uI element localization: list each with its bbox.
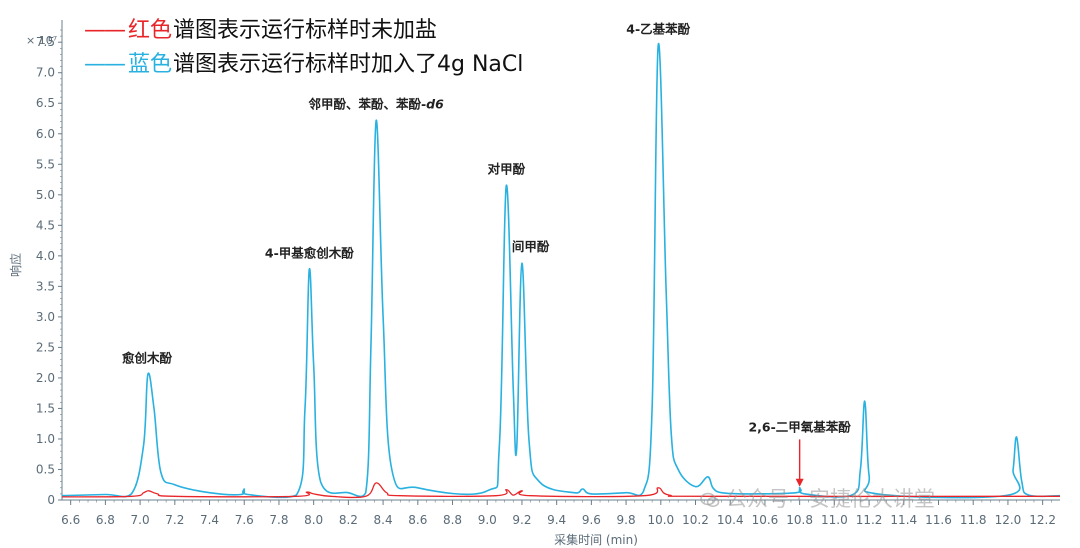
axes: 0 0.5 1.0 1.5 2.0 2.5 3.0 3.5 4.0 4.5 5.0 5.5 6.0 6.5… <box>8 20 1060 547</box>
peak-label: 间甲酚 <box>512 239 550 254</box>
legend-red-text: 谱图表示运行标样时未加盐 <box>173 18 438 43</box>
x-tick-label: 9.2 <box>512 513 531 527</box>
x-tick-label: 10.2 <box>682 513 709 527</box>
x-tick-label: 11.6 <box>925 513 952 527</box>
y-tick-label: 1.5 <box>36 401 55 415</box>
y-tick-label: 6.5 <box>36 96 55 110</box>
x-tick-label: 8.6 <box>408 513 427 527</box>
x-tick-label: 12.2 <box>1029 513 1056 527</box>
x-tick-label: 8.8 <box>443 513 462 527</box>
peak-label: 2,6-二甲氧基苯酚 <box>748 419 851 434</box>
y-multiplier: × 10⁷ <box>26 34 57 47</box>
y-tick-label: 0 <box>47 493 55 507</box>
watermark: 公众号 · 安捷伦大讲堂 <box>700 483 935 513</box>
x-tick-label: 12.0 <box>995 513 1022 527</box>
x-tick-label: 8.4 <box>374 513 393 527</box>
legend-red: —— 红色谱图表示运行标样时未加盐 <box>84 12 437 44</box>
legend-red-dash: —— <box>84 18 126 43</box>
annotation-arrow-head <box>795 478 804 487</box>
legend-blue-dash: —— <box>84 52 126 77</box>
y-axis-label: 响应 <box>8 253 23 277</box>
x-tick-label: 11.0 <box>821 513 848 527</box>
peak-label: 愈创木酚 <box>122 350 173 365</box>
x-tick-label: 7.6 <box>235 513 254 527</box>
y-tick-label: 5.0 <box>36 188 55 202</box>
y-tick-label: 4.5 <box>36 218 55 232</box>
y-tick-label: 7.5 <box>36 35 55 49</box>
x-tick-label: 7.8 <box>269 513 288 527</box>
x-tick-label: 7.0 <box>131 513 150 527</box>
peak-label: 4-甲基愈创木酚 <box>265 245 354 260</box>
y-tick-label: 6.0 <box>36 127 55 141</box>
y-tick-label: 2.0 <box>36 371 55 385</box>
x-tick-label: 6.8 <box>96 513 115 527</box>
blue-trace <box>61 42 1061 499</box>
peak-label: 对甲酚 <box>488 162 526 177</box>
x-tick-label: 9.6 <box>582 513 601 527</box>
x-tick-label: 10.4 <box>717 513 744 527</box>
legend-red-color-name: 红色 <box>128 18 173 43</box>
y-tick-label: 5.5 <box>36 157 55 171</box>
legend-blue-text: 谱图表示运行标样时加入了4g NaCl <box>173 52 524 77</box>
x-tick-label: 11.4 <box>890 513 917 527</box>
x-tick-label: 10.6 <box>752 513 779 527</box>
red-trace <box>61 482 1061 499</box>
legend-blue-color-name: 蓝色 <box>128 52 173 77</box>
x-tick-label: 9.8 <box>617 513 636 527</box>
watermark-text: 公众号 · 安捷伦大讲堂 <box>726 487 936 511</box>
wechat-icon <box>700 492 720 508</box>
x-tick-label: 10.0 <box>647 513 674 527</box>
x-tick-label: 11.2 <box>856 513 883 527</box>
x-tick-label: 9.4 <box>547 513 566 527</box>
series-group <box>61 42 1061 499</box>
y-tick-label: 7.0 <box>36 66 55 80</box>
x-tick-label: 7.4 <box>200 513 219 527</box>
legend-blue: —— 蓝色谱图表示运行标样时加入了4g NaCl <box>84 46 523 78</box>
x-tick-label: 10.8 <box>786 513 813 527</box>
y-tick-label: 3.5 <box>36 279 55 293</box>
y-tick-label: 2.5 <box>36 340 55 354</box>
peak-label: 4-乙基苯酚 <box>626 21 690 36</box>
x-tick-label: 7.2 <box>165 513 184 527</box>
y-tick-label: 3.0 <box>36 310 55 324</box>
peak-label-italic: d6 <box>426 96 444 111</box>
x-tick-label: 8.0 <box>304 513 323 527</box>
y-tick-label: 0.5 <box>36 462 55 476</box>
x-axis-label: 采集时间 (min) <box>554 532 638 547</box>
x-tick-label: 8.2 <box>339 513 358 527</box>
x-tick-label: 11.8 <box>960 513 987 527</box>
peak-label: 邻甲酚、苯酚、苯酚-d6 <box>307 96 444 111</box>
y-tick-label: 4.0 <box>36 249 55 263</box>
x-tick-label: 6.6 <box>61 513 80 527</box>
x-tick-label: 9.0 <box>478 513 497 527</box>
y-tick-label: 1.0 <box>36 432 55 446</box>
